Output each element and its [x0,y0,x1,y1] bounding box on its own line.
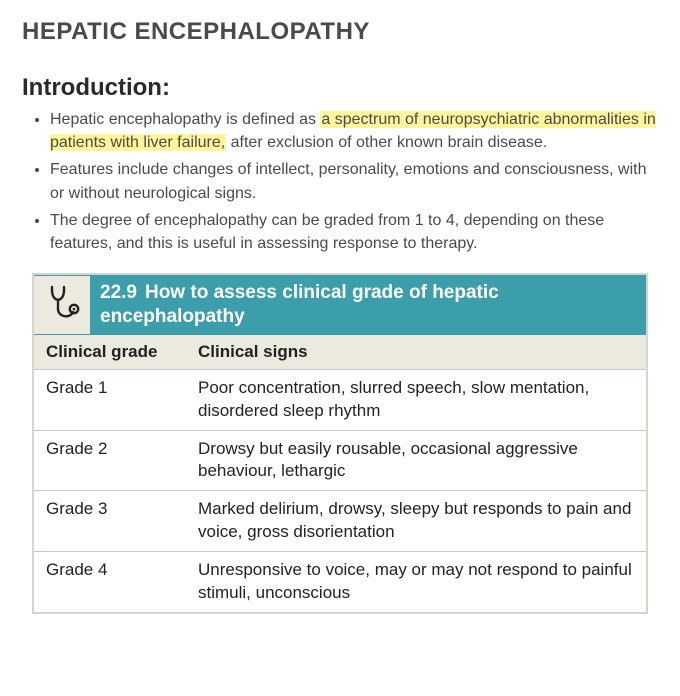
cell-signs: Poor concentration, slurred speech, slow… [194,370,646,430]
cell-signs: Drowsy but easily rousable, occasional a… [194,431,646,491]
table-row: Grade 2 Drowsy but easily rousable, occa… [34,430,646,491]
bullet-text: after exclusion of other known brain dis… [226,134,547,151]
table-row: Grade 1 Poor concentration, slurred spee… [34,369,646,430]
stethoscope-icon [34,276,90,334]
column-header-grade: Clinical grade [34,335,194,369]
cell-signs: Marked delirium, drowsy, sleepy but resp… [194,491,646,551]
bullet-text: Hepatic encephalopathy is defined as [50,111,320,128]
table-row: Grade 4 Unresponsive to voice, may or ma… [34,551,646,612]
table-title: 22.9How to assess clinical grade of hepa… [90,275,646,335]
cell-grade: Grade 2 [34,431,194,491]
page-title: HEPATIC ENCEPHALOPATHY [22,18,658,46]
box-title-text: How to assess clinical grade of hepatic … [100,282,499,327]
list-item: Features include changes of intellect, p… [50,158,658,204]
cell-grade: Grade 1 [34,370,194,430]
clinical-grade-table: 22.9How to assess clinical grade of hepa… [32,273,648,614]
box-number: 22.9 [100,282,137,303]
section-heading-introduction: Introduction: [22,74,658,102]
list-item: Hepatic encephalopathy is defined as a s… [50,108,658,154]
cell-signs: Unresponsive to voice, may or may not re… [194,552,646,612]
intro-bullet-list: Hepatic encephalopathy is defined as a s… [22,108,658,255]
table-column-header-row: Clinical grade Clinical signs [34,335,646,369]
list-item: The degree of encephalopathy can be grad… [50,209,658,255]
cell-grade: Grade 3 [34,491,194,551]
column-header-signs: Clinical signs [194,335,646,369]
cell-grade: Grade 4 [34,552,194,612]
table-title-bar: 22.9How to assess clinical grade of hepa… [34,275,646,335]
table-row: Grade 3 Marked delirium, drowsy, sleepy … [34,490,646,551]
bullet-text: Features include changes of intellect, p… [50,161,646,201]
bullet-text: The degree of encephalopathy can be grad… [50,212,604,252]
